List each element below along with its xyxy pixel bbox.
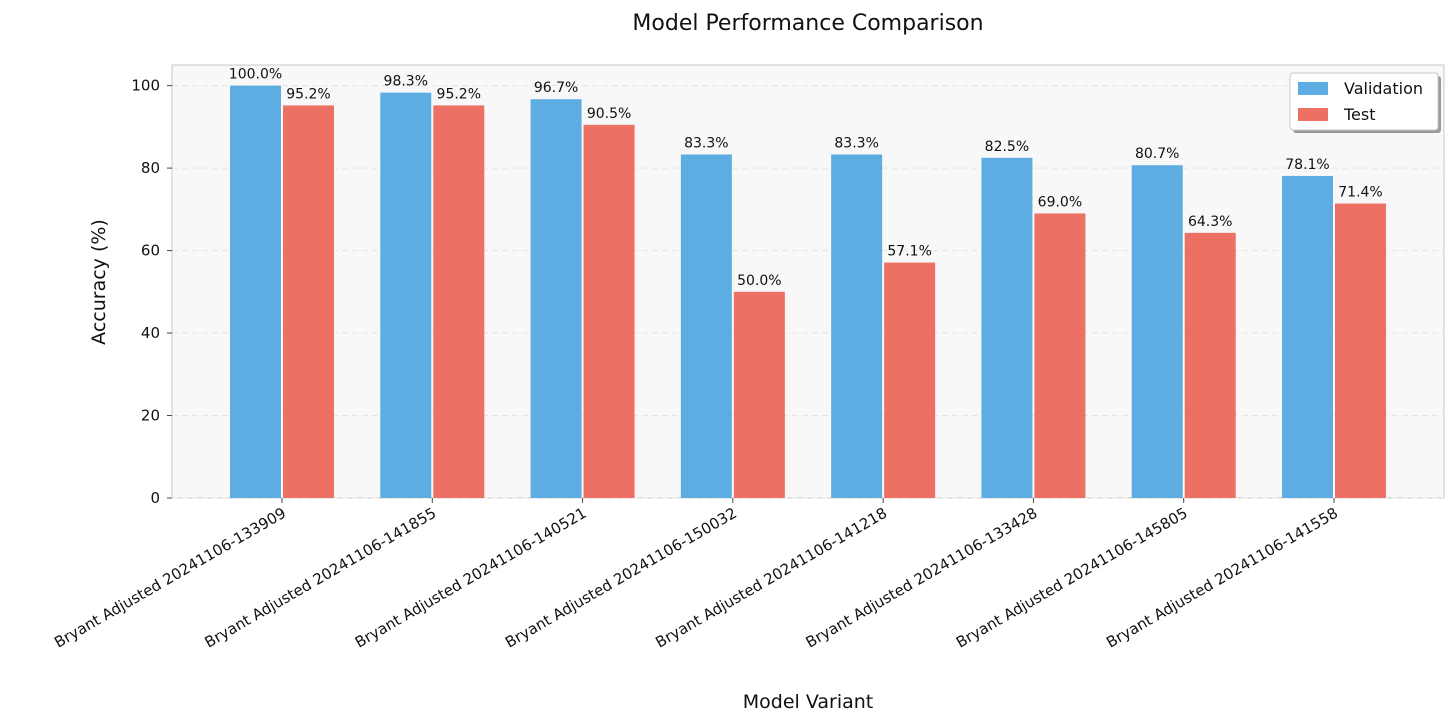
- test-bar: [1034, 213, 1086, 498]
- validation-bar: [680, 154, 732, 498]
- test-bar: [884, 262, 936, 498]
- data-label: 83.3%: [684, 135, 728, 151]
- legend-swatch: [1298, 108, 1328, 121]
- x-tick-label: Bryant Adjusted 20241106-145805: [953, 504, 1191, 652]
- validation-bar: [831, 154, 883, 498]
- legend-label: Test: [1343, 105, 1376, 124]
- data-label: 78.1%: [1285, 157, 1329, 173]
- y-axis-ticks: 0 20 40 60 80 100: [131, 77, 172, 507]
- data-label: 96.7%: [534, 80, 578, 96]
- data-label: 90.5%: [587, 106, 631, 122]
- validation-bar: [530, 99, 582, 499]
- validation-bar: [1131, 165, 1183, 499]
- x-tick-label: Bryant Adjusted 20241106-141558: [1103, 504, 1341, 652]
- y-axis-label: Accuracy (%): [88, 219, 110, 345]
- validation-bar: [1282, 175, 1333, 498]
- test-bar: [733, 291, 785, 498]
- x-axis-label: Model Variant: [743, 691, 873, 713]
- validation-bar: [230, 85, 281, 498]
- y-tick-label: 40: [141, 324, 160, 342]
- x-tick-label: Bryant Adjusted 20241106-141855: [202, 504, 440, 652]
- data-label: 69.0%: [1038, 194, 1082, 210]
- validation-bar: [981, 157, 1033, 499]
- data-label: 95.2%: [437, 86, 481, 102]
- legend: Validation Test: [1289, 72, 1441, 133]
- data-label: 82.5%: [985, 139, 1029, 155]
- y-tick-label: 80: [141, 159, 160, 177]
- chart-title: Model Performance Comparison: [632, 11, 983, 36]
- y-tick-label: 60: [141, 242, 160, 260]
- test-bar: [1184, 232, 1236, 498]
- legend-label: Validation: [1344, 79, 1423, 98]
- test-bar: [283, 105, 334, 498]
- test-bar: [583, 124, 635, 499]
- x-tick-label: Bryant Adjusted 20241106-141218: [652, 504, 890, 652]
- data-label: 98.3%: [384, 74, 428, 90]
- data-label: 80.7%: [1135, 146, 1179, 162]
- data-label: 83.3%: [834, 135, 878, 151]
- data-label: 100.0%: [229, 67, 282, 83]
- test-bar: [1335, 203, 1386, 498]
- test-bar: [433, 105, 485, 498]
- plot-area: [171, 64, 1445, 499]
- y-tick-label: 100: [131, 77, 160, 95]
- data-label: 57.1%: [887, 244, 931, 260]
- data-label: 95.2%: [286, 86, 330, 102]
- validation-bar: [380, 92, 432, 499]
- data-label: 50.0%: [737, 273, 781, 289]
- y-tick-label: 20: [141, 407, 160, 425]
- x-tick-label: Bryant Adjusted 20241106-150032: [502, 504, 740, 652]
- bars: 100.0%95.2%98.3%95.2% 96.7%90.5%83.3%50.0…: [229, 67, 1386, 499]
- x-tick-label: Bryant Adjusted 20241106-133909: [51, 504, 289, 652]
- data-label: 64.3%: [1188, 214, 1232, 230]
- x-tick-label: Bryant Adjusted 20241106-140521: [352, 504, 590, 652]
- x-tick-label: Bryant Adjusted 20241106-133428: [803, 504, 1041, 652]
- legend-swatch: [1298, 82, 1328, 95]
- y-tick-label: 0: [150, 489, 160, 507]
- data-label: 71.4%: [1338, 185, 1382, 201]
